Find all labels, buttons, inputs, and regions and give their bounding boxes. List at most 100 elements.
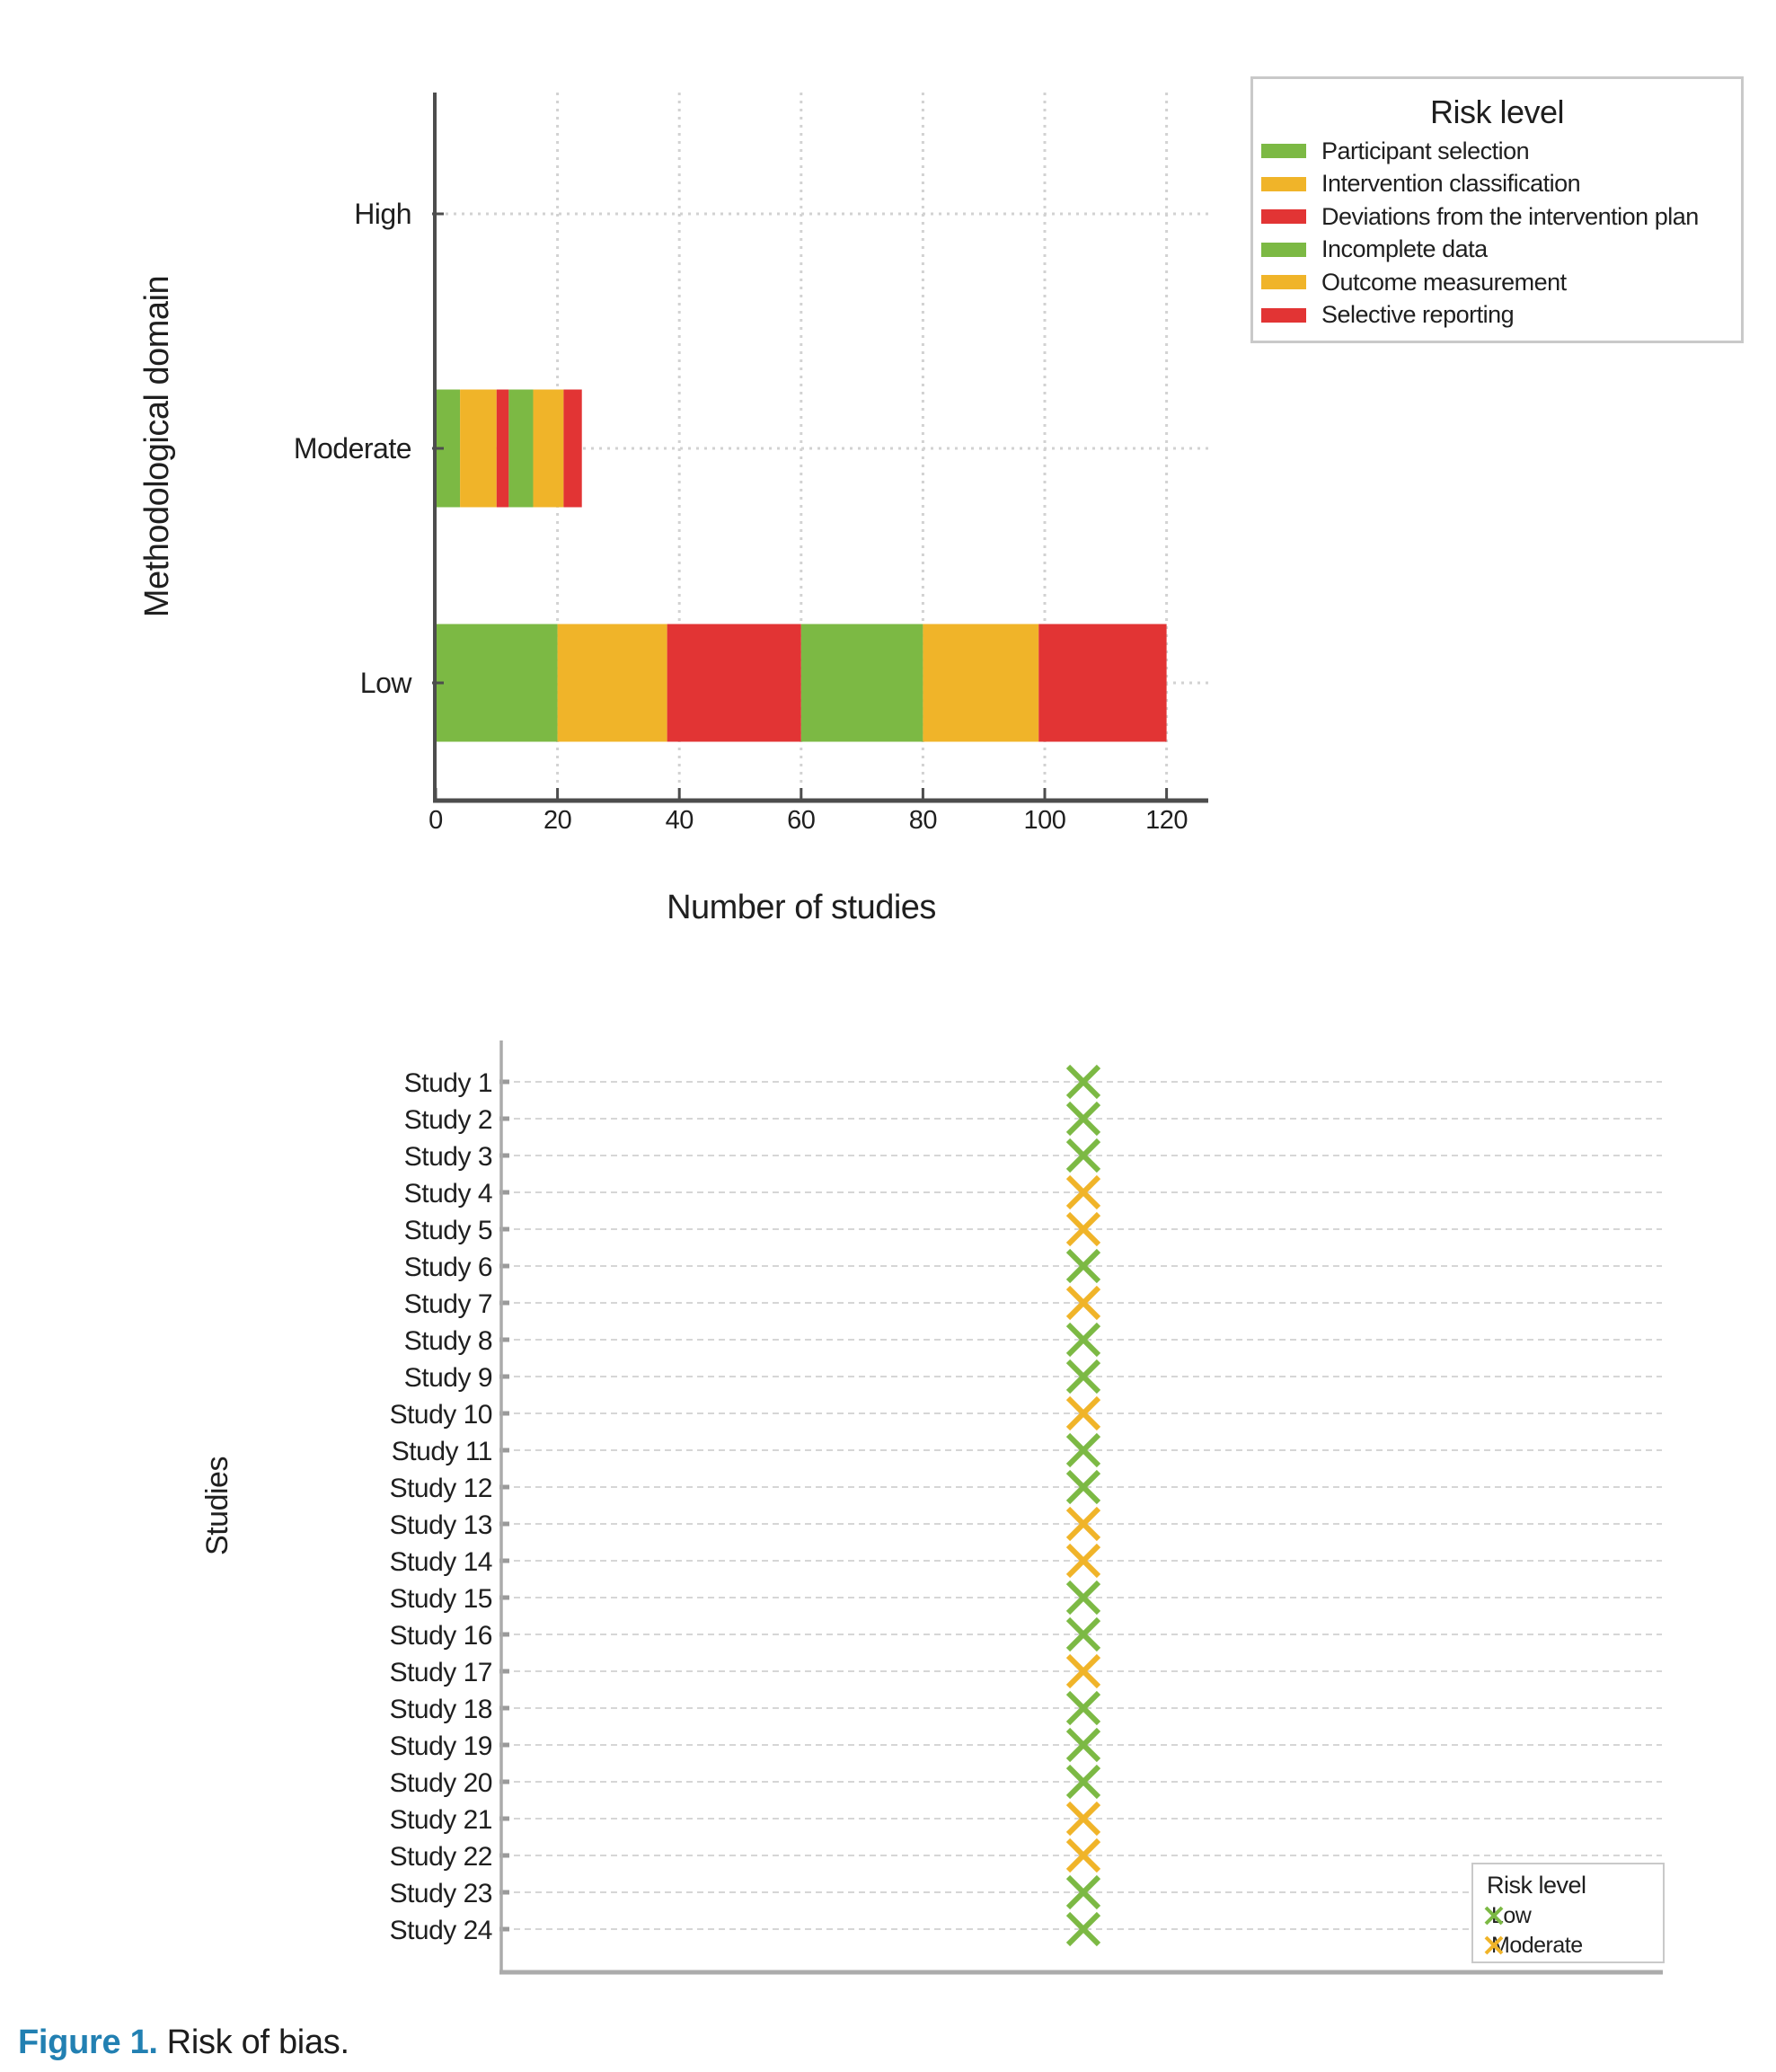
legend-item: Low <box>1482 1902 1532 1928</box>
risk-marker-low <box>1065 1248 1101 1284</box>
study-label: Study 21 <box>390 1805 492 1835</box>
x-axis-title: Number of studies <box>667 889 936 926</box>
risk-marker-low <box>1065 1138 1101 1173</box>
risk-marker-moderate <box>1065 1801 1101 1837</box>
axes-layer <box>432 93 1208 803</box>
y-category-label: Moderate <box>294 432 411 465</box>
bars-layer <box>436 389 1167 742</box>
legend-item-label: Participant selection <box>1321 137 1530 164</box>
bar-segment-low <box>557 624 667 742</box>
study-label: Study 5 <box>404 1216 492 1245</box>
legend-item: Incomplete data <box>1261 235 1488 264</box>
risk-level-legend-small: Risk level Low Moderate <box>1471 1863 1665 1963</box>
study-label: Study 4 <box>404 1179 492 1209</box>
x-marker-icon <box>1484 1906 1504 1926</box>
y-axis-title: Methodological domain <box>138 276 176 617</box>
study-label: Study 16 <box>390 1621 492 1651</box>
labels-layer: 0 20 40 60 80 100 120 High Moderate Low <box>294 198 1188 835</box>
bar-segment-moderate <box>496 389 509 508</box>
study-risk-scatter-chart: Study 1 Study 2 Study 3 Study 4 Study 5 Study… <box>200 1040 1663 1975</box>
x-tick-label: 20 <box>543 806 571 835</box>
study-label: Study 19 <box>390 1731 492 1761</box>
x-tick-label: 80 <box>909 806 937 835</box>
bar-segment-low <box>436 624 558 742</box>
bar-segment-low <box>800 624 923 742</box>
study-label: Study 15 <box>390 1584 492 1614</box>
legend-title: Risk level <box>1487 1872 1586 1899</box>
risk-marker-low <box>1065 1874 1101 1910</box>
x-tick-label: 120 <box>1145 806 1188 835</box>
markers-layer <box>1065 1064 1101 1947</box>
axes-layer <box>499 1040 1663 1975</box>
legend-item: Outcome measurement <box>1261 268 1567 297</box>
risk-marker-moderate <box>1065 1837 1101 1873</box>
labels-layer: Study 1 Study 2 Study 3 Study 4 Study 5 Study… <box>390 1068 493 1945</box>
bar-segment-low <box>923 624 1039 742</box>
legend-item-label: Low <box>1491 1902 1532 1928</box>
legend-item-label: Selective reporting <box>1321 301 1515 328</box>
bar-segment-low <box>1038 624 1167 742</box>
study-label: Study 1 <box>404 1068 492 1098</box>
legend-item-label: Deviations from the intervention plan <box>1321 202 1699 230</box>
study-label: Study 7 <box>404 1289 492 1319</box>
bar-segment-moderate <box>508 389 534 508</box>
risk-marker-moderate <box>1065 1285 1101 1321</box>
y-category-label: High <box>354 198 411 230</box>
legend-item-label: Moderate <box>1491 1932 1583 1958</box>
study-label: Study 8 <box>404 1326 492 1356</box>
risk-marker-moderate <box>1065 1543 1101 1579</box>
figure-caption: Figure 1. Risk of bias. <box>18 2023 349 2062</box>
legend-item: Moderate <box>1482 1933 1583 1958</box>
risk-marker-low <box>1065 1432 1101 1468</box>
legend-item-label: Outcome measurement <box>1321 268 1567 296</box>
y-axis-title: Studies <box>200 1457 234 1555</box>
x-tick-label: 0 <box>429 806 443 835</box>
risk-marker-low <box>1065 1359 1101 1395</box>
study-label: Study 2 <box>404 1105 492 1135</box>
study-label: Study 3 <box>404 1142 492 1172</box>
legend-swatch-icon <box>1261 144 1306 158</box>
x-marker-icon <box>1484 1935 1504 1955</box>
legend-swatch-icon <box>1261 176 1306 191</box>
study-label: Study 24 <box>390 1916 492 1945</box>
methodological-domain-bar-chart: 0 20 40 60 80 100 120 High Moderate Low Number of… <box>138 93 1208 926</box>
risk-marker-low <box>1065 1911 1101 1947</box>
risk-marker-low <box>1065 1322 1101 1358</box>
x-marker-stroke <box>1484 1935 1504 1955</box>
legend-swatch-icon <box>1261 242 1306 257</box>
study-label: Study 20 <box>390 1768 492 1798</box>
study-label: Study 9 <box>404 1363 492 1393</box>
legend-swatch-icon <box>1261 275 1306 289</box>
risk-marker-low <box>1065 1764 1101 1800</box>
legend-item: Selective reporting <box>1261 301 1515 330</box>
legend-item: Participant selection <box>1261 137 1530 165</box>
study-label: Study 22 <box>390 1842 492 1872</box>
legend-item: Intervention classification <box>1261 170 1581 199</box>
caption-label: Figure 1. <box>18 2023 158 2061</box>
risk-level-legend: Risk level Participant selection Interven… <box>1250 76 1744 343</box>
study-label: Study 14 <box>390 1547 492 1577</box>
risk-marker-moderate <box>1065 1211 1101 1247</box>
risk-marker-moderate <box>1065 1506 1101 1542</box>
study-label: Study 11 <box>392 1437 492 1466</box>
legend-item: Deviations from the intervention plan <box>1261 202 1699 231</box>
x-marker-stroke <box>1484 1906 1504 1926</box>
caption-text: Risk of bias. <box>166 2023 349 2061</box>
risk-marker-low <box>1065 1580 1101 1616</box>
study-label: Study 13 <box>390 1510 492 1540</box>
study-label: Study 10 <box>390 1400 492 1430</box>
legend-item-label: Incomplete data <box>1321 235 1488 262</box>
bar-segment-low <box>667 624 801 742</box>
y-category-label: Low <box>360 667 413 699</box>
legend-title: Risk level <box>1429 93 1565 130</box>
study-label: Study 18 <box>390 1695 492 1724</box>
x-tick-label: 60 <box>787 806 815 835</box>
bar-segment-moderate <box>563 389 582 508</box>
study-label: Study 23 <box>390 1879 492 1908</box>
bar-segment-moderate <box>460 389 497 508</box>
risk-marker-moderate <box>1065 1395 1101 1431</box>
legend-swatch-icon <box>1261 209 1306 224</box>
x-tick-label: 100 <box>1024 806 1066 835</box>
risk-marker-low <box>1065 1616 1101 1652</box>
